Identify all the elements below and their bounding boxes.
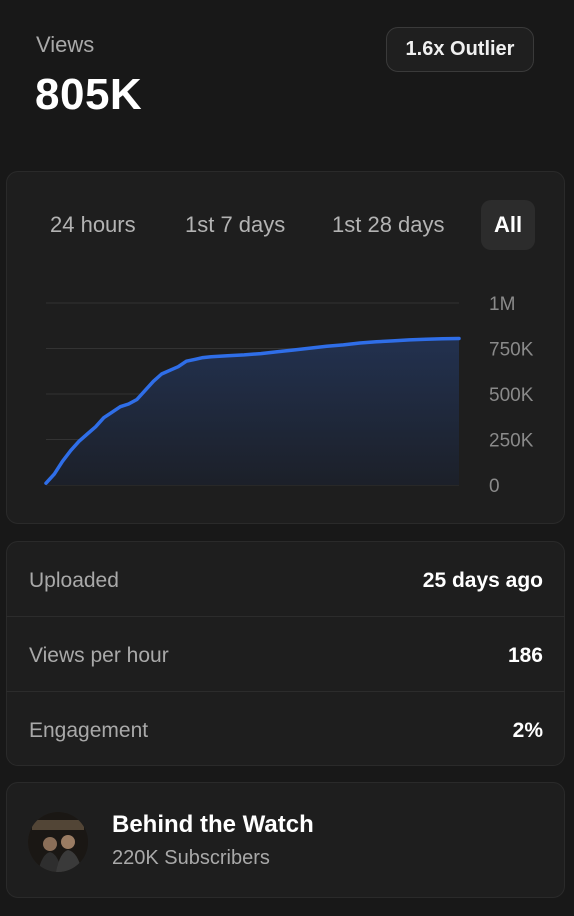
y-tick-label: 0 [489, 476, 500, 497]
time-range-tabs: 24 hours 1st 7 days 1st 28 days All [0, 200, 574, 250]
views-count: 805K [35, 70, 143, 119]
tab-24-hours[interactable]: 24 hours [50, 212, 136, 237]
stats-divider [6, 691, 565, 692]
views-label: Views [36, 32, 95, 57]
stats-card [6, 541, 565, 766]
stat-label-views-per-hour: Views per hour [29, 644, 169, 667]
y-tick-label: 1M [489, 294, 515, 315]
outlier-badge[interactable]: 1.6x Outlier [386, 27, 534, 72]
y-tick-label: 750K [489, 340, 534, 361]
y-tick-label: 500K [489, 385, 534, 406]
stat-row-uploaded: Uploaded 25 days ago [6, 543, 565, 618]
tab-first-28-days[interactable]: 1st 28 days [332, 212, 445, 237]
views-area-fill [46, 338, 459, 485]
views-chart: 1M 750K 500K 250K 0 [44, 294, 534, 497]
tab-first-7-days[interactable]: 1st 7 days [185, 212, 286, 237]
stat-value-engagement: 2% [512, 719, 543, 742]
stat-value-views-per-hour: 186 [507, 644, 543, 667]
channel-avatar[interactable] [28, 812, 88, 872]
stat-row-views-per-hour: Views per hour 186 [6, 618, 565, 693]
channel-subscribers: 220K Subscribers [112, 847, 270, 869]
stat-value-uploaded: 25 days ago [422, 569, 543, 592]
views-series-line [44, 336, 461, 485]
channel-name[interactable]: Behind the Watch [112, 811, 314, 838]
stats-divider [6, 616, 565, 617]
stat-label-engagement: Engagement [29, 719, 149, 742]
tab-all[interactable]: All [481, 200, 535, 250]
y-tick-label: 250K [489, 431, 534, 452]
stat-row-engagement: Engagement 2% [6, 693, 565, 768]
channel-card[interactable] [6, 782, 565, 898]
stat-label-uploaded: Uploaded [29, 569, 119, 592]
